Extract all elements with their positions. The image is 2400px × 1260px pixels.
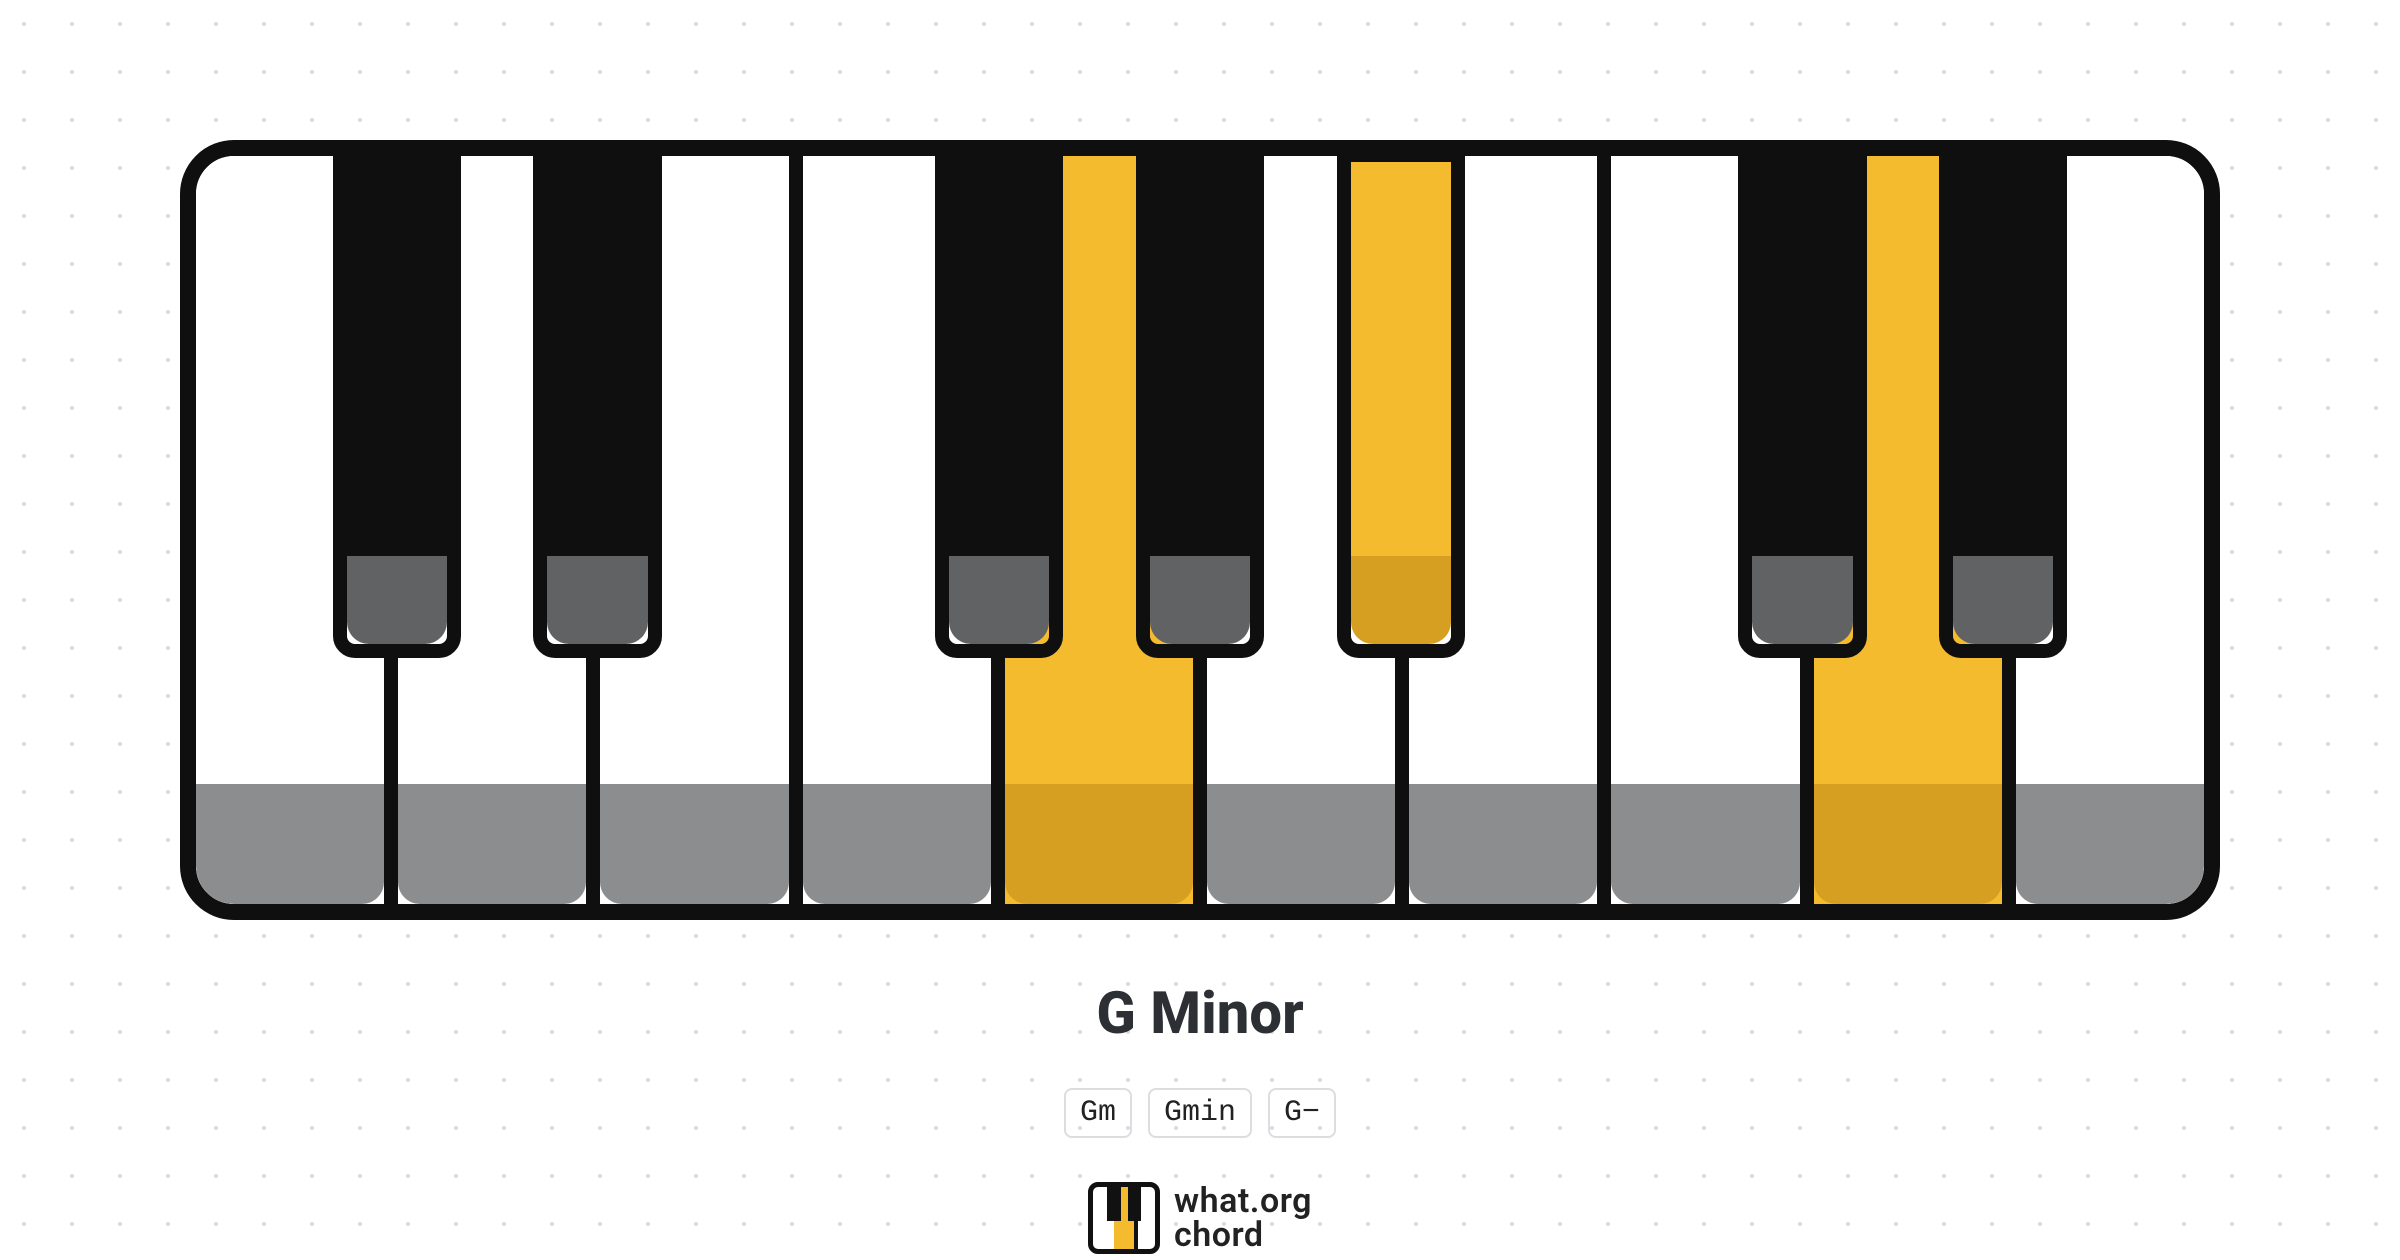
black-key	[1738, 148, 1867, 658]
page-wrap: G Minor Gm Gmin G− what.org chord	[0, 0, 2400, 1254]
chord-name: G Minor	[1096, 980, 1303, 1048]
black-key	[1939, 148, 2068, 658]
chord-alias: Gmin	[1148, 1088, 1252, 1138]
brand: what.org chord	[1088, 1182, 1312, 1254]
brand-line-2: chord	[1174, 1218, 1312, 1252]
black-key	[333, 148, 462, 658]
black-key	[1136, 148, 1265, 658]
black-key	[533, 148, 662, 658]
chord-alias: G−	[1268, 1088, 1336, 1138]
brand-keyboard-icon	[1088, 1182, 1160, 1254]
piano-keyboard	[180, 140, 2220, 920]
chord-alias: Gm	[1064, 1088, 1132, 1138]
black-key	[1337, 148, 1466, 658]
chord-aliases: Gm Gmin G−	[1064, 1088, 1336, 1138]
brand-text: what.org chord	[1174, 1184, 1312, 1252]
black-key	[935, 148, 1064, 658]
